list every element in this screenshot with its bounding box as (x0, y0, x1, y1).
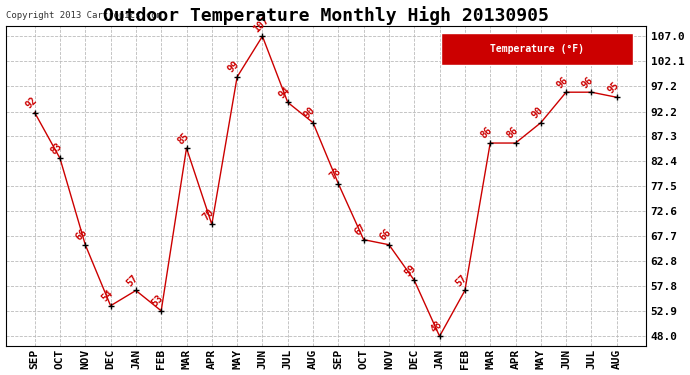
Text: 85: 85 (175, 130, 190, 146)
Text: 53: 53 (150, 293, 166, 309)
Text: 66: 66 (378, 227, 393, 243)
Text: 54: 54 (99, 288, 115, 304)
Text: 59: 59 (403, 263, 419, 278)
Text: 57: 57 (454, 273, 469, 288)
Text: 57: 57 (125, 273, 140, 288)
Text: 96: 96 (555, 75, 571, 90)
Text: 90: 90 (302, 105, 317, 120)
Text: 94: 94 (277, 85, 292, 100)
Text: 86: 86 (479, 126, 495, 141)
Text: Temperature (°F): Temperature (°F) (490, 44, 584, 54)
Text: Copyright 2013 Cartronics.com: Copyright 2013 Cartronics.com (6, 11, 161, 20)
Text: 96: 96 (580, 75, 595, 90)
Text: 48: 48 (428, 319, 444, 334)
Text: 86: 86 (504, 126, 520, 141)
Text: 70: 70 (201, 207, 216, 222)
Text: 99: 99 (226, 59, 242, 75)
Text: 92: 92 (23, 95, 39, 110)
Title: Outdoor Temperature Monthly High 20130905: Outdoor Temperature Monthly High 2013090… (103, 6, 549, 24)
Text: 95: 95 (606, 80, 621, 95)
Text: 90: 90 (530, 105, 545, 120)
Text: 66: 66 (74, 227, 90, 243)
Text: 83: 83 (49, 141, 64, 156)
FancyBboxPatch shape (441, 33, 633, 64)
Text: 78: 78 (327, 166, 343, 182)
Text: 107: 107 (251, 15, 271, 34)
Text: 67: 67 (353, 222, 368, 237)
